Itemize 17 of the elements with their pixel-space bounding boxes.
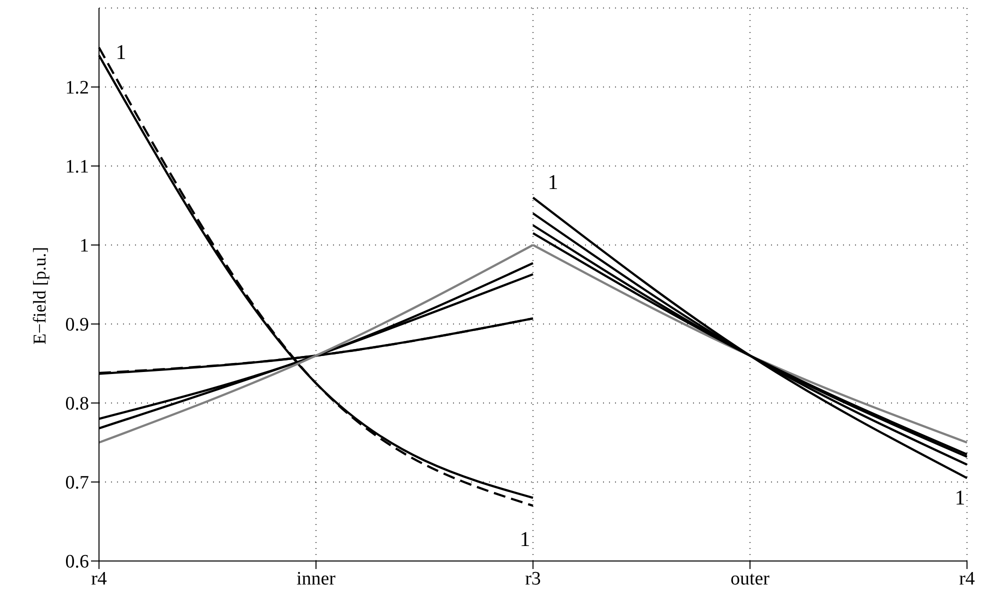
y-axis-title: E−field [p.u.]	[29, 246, 50, 344]
y-tick-label: 0.7	[65, 472, 89, 494]
x-tick-label: r3	[525, 568, 541, 590]
x-tick-label: inner	[296, 568, 336, 590]
annotation: 1	[520, 527, 530, 552]
annotation: 1	[116, 40, 126, 64]
x-tick-label: r4	[91, 568, 108, 590]
annotation: 1	[954, 486, 966, 510]
y-tick-label: 1	[80, 236, 89, 257]
x-tick-label: r4	[959, 568, 976, 590]
y-tick-label: 0.9	[65, 314, 89, 336]
y-tick-label: 0.6	[65, 552, 89, 573]
annotation: 1	[548, 170, 558, 194]
x-tick-label: outer	[730, 568, 770, 590]
y-tick-label: 1.2	[65, 78, 89, 99]
y-tick-label: 0.8	[65, 394, 89, 415]
y-tick-label: 1.1	[65, 156, 89, 178]
